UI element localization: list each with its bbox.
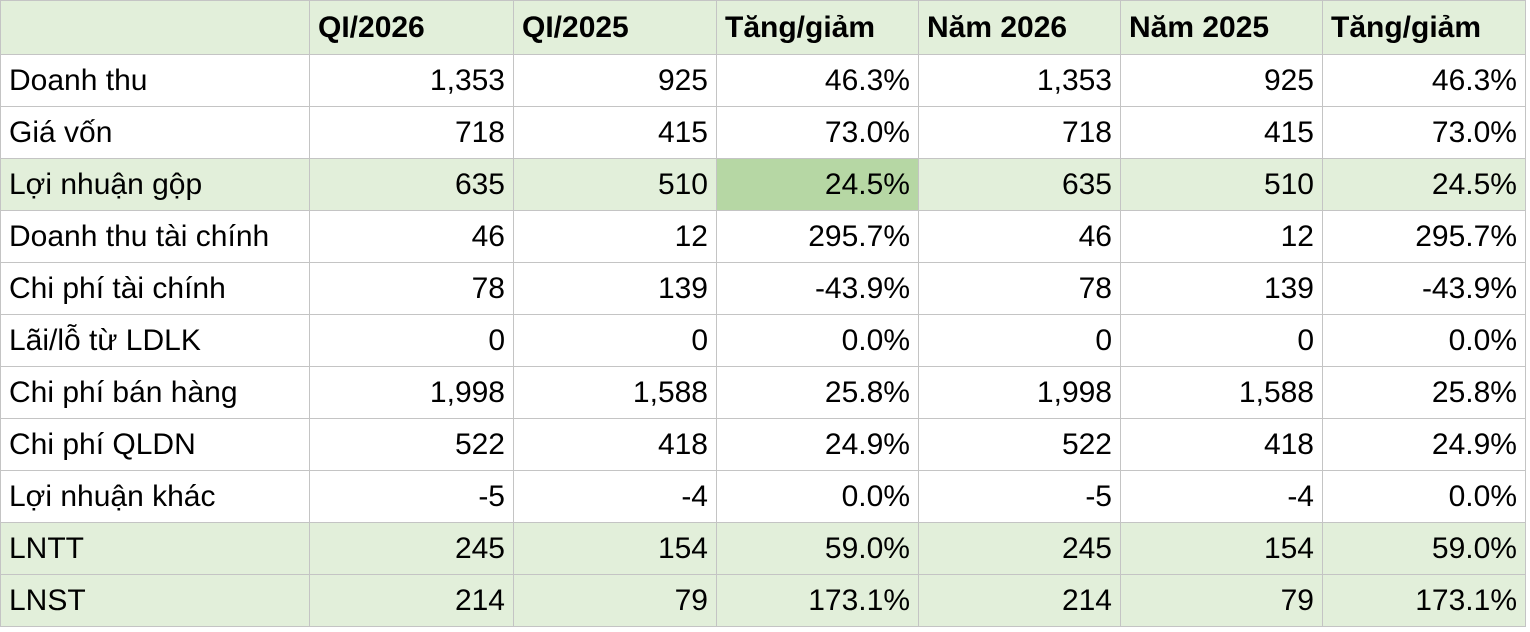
value-cell: 214 bbox=[918, 574, 1121, 627]
value-cell: 24.5% bbox=[1322, 158, 1526, 211]
row-label: Lợi nhuận gộp bbox=[0, 158, 310, 211]
row-label: LNST bbox=[0, 574, 310, 627]
value-cell: -43.9% bbox=[1322, 262, 1526, 315]
value-cell: 415 bbox=[513, 106, 717, 159]
header-cell: QI/2026 bbox=[309, 0, 514, 55]
value-cell: 24.9% bbox=[716, 418, 919, 471]
value-cell: 718 bbox=[918, 106, 1121, 159]
value-cell: 24.9% bbox=[1322, 418, 1526, 471]
value-cell: 295.7% bbox=[716, 210, 919, 263]
value-cell: 1,998 bbox=[309, 366, 514, 419]
table-row: LNST 214 79 173.1% 214 79 173.1% bbox=[0, 574, 1526, 627]
value-cell: 522 bbox=[918, 418, 1121, 471]
value-cell: -4 bbox=[513, 470, 717, 523]
value-cell: 0 bbox=[1120, 314, 1323, 367]
header-cell: QI/2025 bbox=[513, 0, 717, 55]
table-row: Lợi nhuận khác -5 -4 0.0% -5 -4 0.0% bbox=[0, 470, 1526, 523]
row-label: Doanh thu bbox=[0, 54, 310, 107]
value-cell: 0 bbox=[513, 314, 717, 367]
value-cell: 12 bbox=[513, 210, 717, 263]
value-cell: -5 bbox=[918, 470, 1121, 523]
corner-cell bbox=[0, 0, 310, 55]
value-cell: 0.0% bbox=[716, 314, 919, 367]
value-cell: 73.0% bbox=[1322, 106, 1526, 159]
value-cell: 1,998 bbox=[918, 366, 1121, 419]
value-cell: -5 bbox=[309, 470, 514, 523]
table-body: Doanh thu 1,353 925 46.3% 1,353 925 46.3% Giá v… bbox=[0, 54, 1526, 627]
value-cell: 154 bbox=[513, 522, 717, 575]
row-label: LNTT bbox=[0, 522, 310, 575]
header-cell: Tăng/giảm bbox=[716, 0, 919, 55]
value-cell: 59.0% bbox=[716, 522, 919, 575]
value-cell: 79 bbox=[513, 574, 717, 627]
value-cell: 173.1% bbox=[716, 574, 919, 627]
value-cell: 25.8% bbox=[1322, 366, 1526, 419]
table-row: Doanh thu 1,353 925 46.3% 1,353 925 46.3% bbox=[0, 54, 1526, 107]
value-cell: 78 bbox=[309, 262, 514, 315]
value-cell: -4 bbox=[1120, 470, 1323, 523]
table-row: Doanh thu tài chính 46 12 295.7% 46 12 295.7% bbox=[0, 210, 1526, 263]
value-cell: 0 bbox=[309, 314, 514, 367]
value-cell: 154 bbox=[1120, 522, 1323, 575]
row-label: Doanh thu tài chính bbox=[0, 210, 310, 263]
value-cell: 0.0% bbox=[1322, 470, 1526, 523]
value-cell: 925 bbox=[1120, 54, 1323, 107]
row-label: Lợi nhuận khác bbox=[0, 470, 310, 523]
value-cell: 1,353 bbox=[309, 54, 514, 107]
value-cell: 925 bbox=[513, 54, 717, 107]
value-cell: 78 bbox=[918, 262, 1121, 315]
header-cell: Năm 2026 bbox=[918, 0, 1121, 55]
value-cell: 415 bbox=[1120, 106, 1323, 159]
table-row: Chi phí tài chính 78 139 -43.9% 78 139 -43.9% bbox=[0, 262, 1526, 315]
value-cell: 245 bbox=[918, 522, 1121, 575]
value-cell: 418 bbox=[1120, 418, 1323, 471]
value-cell: 510 bbox=[1120, 158, 1323, 211]
value-cell: 522 bbox=[309, 418, 514, 471]
header-row: QI/2026 QI/2025 Tăng/giảm Năm 2026 Năm 2025 T… bbox=[0, 0, 1526, 55]
value-cell: 46 bbox=[309, 210, 514, 263]
value-cell: 46.3% bbox=[716, 54, 919, 107]
value-cell: 418 bbox=[513, 418, 717, 471]
header-cell: Năm 2025 bbox=[1120, 0, 1323, 55]
value-cell: 718 bbox=[309, 106, 514, 159]
value-cell: 46 bbox=[918, 210, 1121, 263]
table-row: Lãi/lỗ từ LDLK 0 0 0.0% 0 0 0.0% bbox=[0, 314, 1526, 367]
row-label: Lãi/lỗ từ LDLK bbox=[0, 314, 310, 367]
value-cell: 79 bbox=[1120, 574, 1323, 627]
header-cell: Tăng/giảm bbox=[1322, 0, 1526, 55]
table-row: LNTT 245 154 59.0% 245 154 59.0% bbox=[0, 522, 1526, 575]
value-cell: 1,353 bbox=[918, 54, 1121, 107]
value-cell: 510 bbox=[513, 158, 717, 211]
table-row: Lợi nhuận gộp 635 510 24.5% 635 510 24.5% bbox=[0, 158, 1526, 211]
value-cell: 12 bbox=[1120, 210, 1323, 263]
value-cell: 295.7% bbox=[1322, 210, 1526, 263]
value-cell: 245 bbox=[309, 522, 514, 575]
table-row: Chi phí QLDN 522 418 24.9% 522 418 24.9% bbox=[0, 418, 1526, 471]
value-cell: 59.0% bbox=[1322, 522, 1526, 575]
value-cell: 0.0% bbox=[1322, 314, 1526, 367]
value-cell: 214 bbox=[309, 574, 514, 627]
value-cell: 73.0% bbox=[716, 106, 919, 159]
value-cell: 24.5% bbox=[716, 158, 919, 211]
value-cell: 173.1% bbox=[1322, 574, 1526, 627]
table-row: Chi phí bán hàng 1,998 1,588 25.8% 1,998 1,58… bbox=[0, 366, 1526, 419]
value-cell: 1,588 bbox=[1120, 366, 1323, 419]
value-cell: 635 bbox=[918, 158, 1121, 211]
value-cell: 0 bbox=[918, 314, 1121, 367]
row-label: Chi phí QLDN bbox=[0, 418, 310, 471]
value-cell: 0.0% bbox=[716, 470, 919, 523]
value-cell: 139 bbox=[1120, 262, 1323, 315]
value-cell: 635 bbox=[309, 158, 514, 211]
row-label: Giá vốn bbox=[0, 106, 310, 159]
row-label: Chi phí tài chính bbox=[0, 262, 310, 315]
row-label: Chi phí bán hàng bbox=[0, 366, 310, 419]
value-cell: -43.9% bbox=[716, 262, 919, 315]
value-cell: 25.8% bbox=[716, 366, 919, 419]
value-cell: 139 bbox=[513, 262, 717, 315]
value-cell: 46.3% bbox=[1322, 54, 1526, 107]
table-row: Giá vốn 718 415 73.0% 718 415 73.0% bbox=[0, 106, 1526, 159]
value-cell: 1,588 bbox=[513, 366, 717, 419]
